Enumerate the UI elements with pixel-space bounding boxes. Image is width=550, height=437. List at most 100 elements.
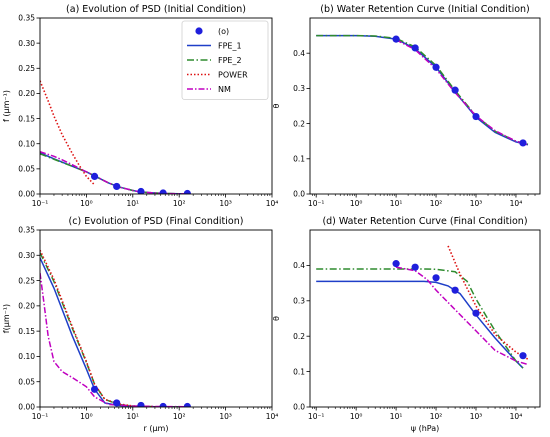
plot-area — [40, 249, 191, 407]
y-tick-label: 0.35 — [18, 14, 35, 23]
data-point — [113, 399, 121, 407]
y-tick-label: 0.0 — [293, 403, 305, 412]
y-tick-label: 0.05 — [18, 165, 35, 174]
y-tick-label: 0.2 — [293, 119, 305, 128]
y-tick-label: 0.0 — [293, 190, 305, 199]
legend-entry-label: NM — [218, 85, 231, 94]
series-line-fpe-2 — [316, 268, 524, 369]
plot-area — [316, 34, 529, 147]
x-axis-label: r (μm) — [144, 424, 169, 433]
data-point — [432, 63, 440, 71]
y-tick-label: 0.10 — [18, 352, 35, 361]
data-point — [159, 402, 167, 407]
y-tick-label: 0.20 — [18, 89, 35, 98]
data-point — [392, 260, 400, 268]
data-point — [392, 35, 400, 43]
y-tick-label: 0.25 — [18, 64, 35, 73]
x-tick-label: 10³ — [470, 199, 483, 208]
data-point — [451, 286, 459, 294]
x-tick-label: 10⁴ — [510, 412, 523, 421]
x-tick-label: 10¹ — [127, 199, 140, 208]
data-point — [113, 182, 121, 191]
series-line-fpe-2 — [316, 34, 529, 145]
x-tick-label: 10³ — [219, 412, 232, 421]
y-tick-label: 0.20 — [18, 302, 35, 311]
y-tick-label: 0.30 — [18, 39, 35, 48]
x-tick-label: 10³ — [470, 412, 483, 421]
x-tick-label: 10⁻¹ — [308, 412, 325, 421]
series-line-fpe-1 — [316, 34, 529, 146]
y-tick-label: 0.00 — [18, 403, 35, 412]
y-tick-label: 0.30 — [18, 251, 35, 260]
data-point — [519, 352, 527, 360]
x-tick-label: 10⁻¹ — [308, 199, 325, 208]
panel-title: (d) Water Retention Curve (Final Conditi… — [322, 216, 527, 227]
x-tick-label: 10³ — [219, 199, 232, 208]
y-tick-label: 0.10 — [18, 139, 35, 148]
x-tick-label: 10⁴ — [266, 199, 279, 208]
series-line-fpe-1 — [316, 280, 524, 369]
axes-frame — [39, 229, 273, 408]
series-line-nm — [395, 39, 529, 146]
legend-entry-label: FPE_1 — [218, 42, 242, 51]
x-tick-label: 10² — [430, 199, 443, 208]
x-tick-label: 10⁻¹ — [32, 199, 49, 208]
legend-marker — [195, 27, 203, 35]
x-tick-label: 10⁰ — [80, 199, 93, 208]
axes-frame — [309, 17, 541, 195]
series-line-power — [40, 80, 96, 186]
data-point — [451, 86, 459, 94]
y-tick-label: 0.4 — [293, 261, 305, 270]
y-tick-label: 0.1 — [293, 155, 305, 164]
x-tick-label: 10¹ — [390, 199, 403, 208]
x-tick-label: 10⁴ — [510, 199, 523, 208]
series-line-power — [447, 245, 529, 360]
y-axis-label: f (μm⁻¹) — [2, 90, 11, 122]
y-tick-label: 0.3 — [293, 84, 305, 93]
y-tick-label: 0.25 — [18, 276, 35, 285]
series-line-fpe-1 — [40, 257, 188, 407]
x-tick-label: 10⁰ — [350, 199, 363, 208]
axes-frame — [39, 17, 273, 195]
data-point — [411, 44, 419, 52]
x-tick-label: 10² — [173, 412, 186, 421]
y-axis-label: θ — [272, 316, 281, 321]
legend-box — [181, 20, 269, 100]
series-line-nm — [40, 272, 188, 407]
data-point — [159, 189, 167, 194]
x-tick-label: 10² — [173, 199, 186, 208]
y-tick-label: 0.4 — [293, 49, 305, 58]
series-line-fpe-2 — [40, 252, 188, 407]
y-tick-label: 0.2 — [293, 332, 305, 341]
data-point — [472, 112, 480, 121]
plot-area — [40, 80, 191, 194]
legend-entry-label: FPE_2 — [218, 56, 242, 65]
data-point — [183, 402, 191, 407]
data-point — [432, 274, 440, 282]
y-tick-label: 0.05 — [18, 377, 35, 386]
y-tick-label: 0.3 — [293, 297, 305, 306]
x-tick-label: 10¹ — [127, 412, 140, 421]
series-line-power — [40, 249, 155, 407]
plot-area — [316, 245, 529, 369]
data-point — [137, 401, 145, 407]
x-tick-label: 10⁻¹ — [32, 412, 49, 421]
panel-3: 10⁻¹ 10⁰ 10¹ 10² 10³ 10⁴ 0.00 0.05 0.10 0.15 0.20 0… — [2, 216, 278, 433]
y-axis-label: θ — [272, 103, 281, 108]
y-tick-label: 0.15 — [18, 327, 35, 336]
panel-2: 10⁻¹ 10⁰ 10¹ 10² 10³ 10⁴ 0.0 0.1 0.2 0.3 0.4 (b) Wa… — [272, 4, 541, 208]
x-tick-label: 10⁴ — [266, 412, 279, 421]
y-tick-label: 0.15 — [18, 114, 35, 123]
y-axis-label: f(μm⁻¹) — [2, 304, 11, 333]
data-point — [519, 139, 527, 147]
y-tick-label: 0.00 — [18, 190, 35, 199]
data-point — [90, 385, 99, 393]
panel-4: 10⁻¹ 10⁰ 10¹ 10² 10³ 10⁴ 0.0 0.1 0.2 0.3 0.4 (d) Wa… — [272, 216, 541, 433]
legend-entry-label: POWER — [218, 71, 248, 80]
x-axis-label: ψ (hPa) — [411, 424, 440, 433]
y-tick-label: 0.1 — [293, 367, 305, 376]
axes-frame — [309, 229, 541, 408]
y-tick-label: 0.35 — [18, 226, 35, 235]
data-point — [472, 309, 480, 317]
data-point — [137, 187, 145, 194]
